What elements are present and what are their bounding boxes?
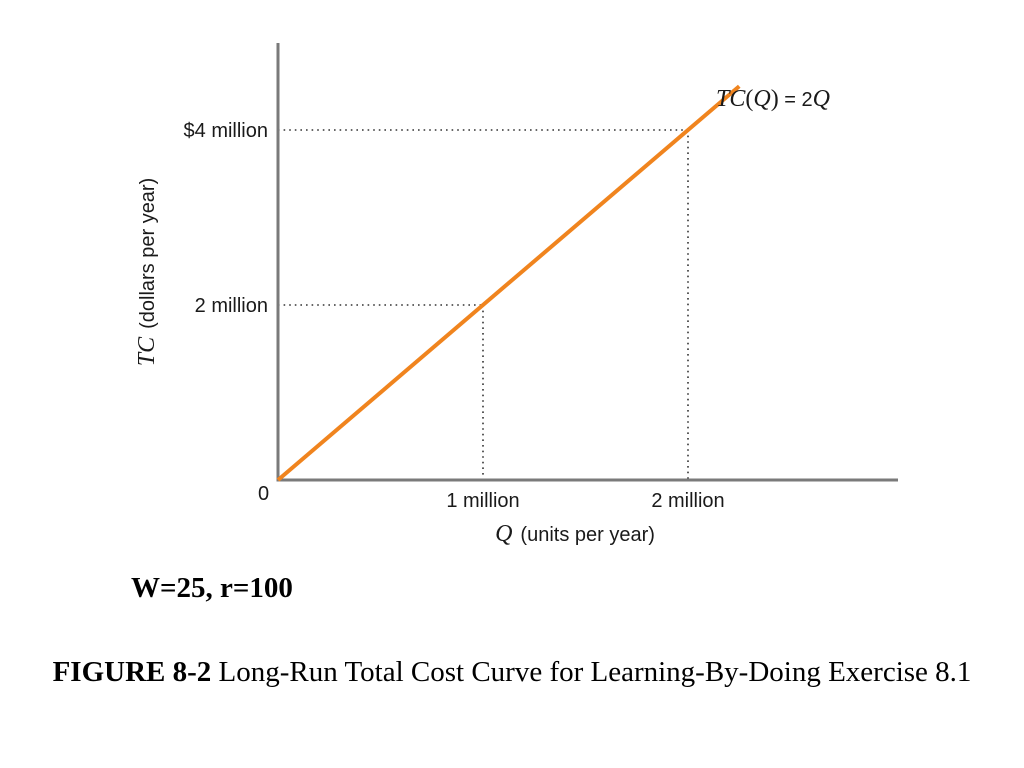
x-tick-label-1: 1 million: [446, 490, 519, 512]
y-tick-label-2: $4 million: [184, 120, 268, 142]
x-tick-label-2: 2 million: [651, 490, 724, 512]
curve-label: TC(Q) = 2Q: [716, 86, 830, 112]
x-axis-label: Q (units per year): [495, 521, 655, 547]
origin-label: 0: [258, 483, 269, 505]
figure-title: Long-Run Total Cost Curve for Learning-B…: [211, 656, 972, 688]
tick-labels: 1 million 2 million 2 million $4 million: [184, 120, 725, 512]
y-axis-label: TC(dollars per year): [134, 178, 160, 367]
tc-curve-line: [276, 84, 741, 482]
figure-caption: FIGURE 8-2 Long-Run Total Cost Curve for…: [40, 655, 984, 689]
figure-number: FIGURE 8-2: [52, 656, 212, 688]
parameter-note: W=25, r=100: [131, 572, 293, 604]
guide-lines: [278, 129, 689, 480]
y-tick-label-1: 2 million: [195, 295, 268, 317]
